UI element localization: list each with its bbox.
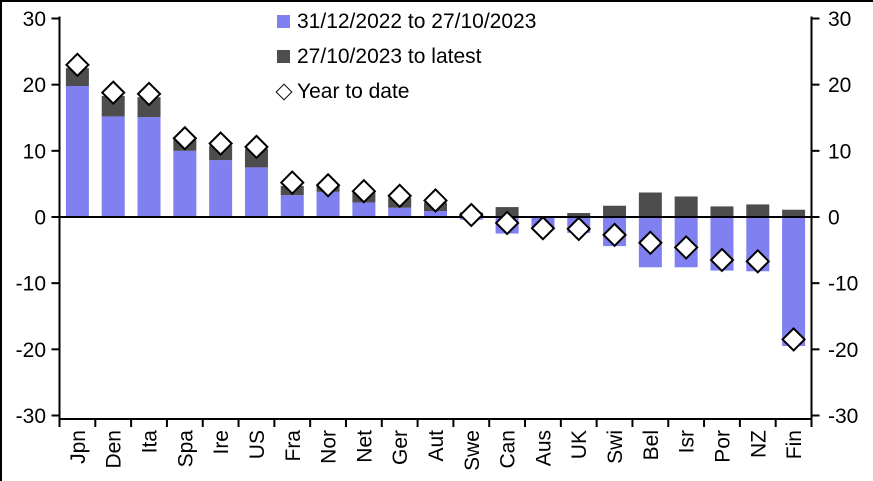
- legend-item-ytd: Year to date: [275, 74, 536, 109]
- ytd-marker-Aut: [423, 188, 448, 213]
- y-label-right-30: 30: [828, 8, 851, 31]
- x-label-Por: Por: [711, 430, 734, 463]
- x-label-Fin: Fin: [783, 430, 806, 459]
- bar-period2-Por: [710, 206, 734, 217]
- ytd-marker-Den: [100, 80, 126, 106]
- y-label-left--20: -20: [16, 339, 46, 362]
- ytd-marker-Bel: [637, 230, 663, 256]
- ytd-marker-Swe: [458, 202, 484, 228]
- x-label-Can: Can: [497, 430, 520, 469]
- x-label-Fra: Fra: [282, 430, 305, 462]
- bar-period1-Ita: [137, 117, 161, 217]
- x-label-Net: Net: [353, 430, 376, 463]
- legend-item-period1: 31/12/2022 to 27/10/2023: [276, 4, 536, 39]
- bar-period2-Ita: [137, 97, 161, 118]
- ytd-marker-Swi: [602, 222, 627, 248]
- ytd-marker-UK: [566, 216, 592, 242]
- ytd-marker-Net: [351, 178, 377, 204]
- bar-period2-Den: [101, 95, 125, 117]
- y-label-left--30: -30: [16, 405, 46, 428]
- bar-period2-Swi: [603, 205, 627, 217]
- ytd-diamond-icon: [275, 83, 292, 100]
- period2-swatch-icon: [277, 50, 290, 63]
- bar-period1-Fra: [280, 195, 304, 217]
- bar-period2-Bel: [638, 192, 662, 217]
- ytd-marker-Ita: [136, 81, 162, 107]
- axes-layer: [51, 16, 820, 427]
- legend-label-period1: 31/12/2022 to 27/10/2023: [297, 9, 537, 33]
- x-label-Spa: Spa: [174, 430, 197, 468]
- y-label-left-30: 30: [23, 8, 46, 31]
- y-label-left--10: -10: [16, 273, 46, 296]
- ytd-marker-Jpn: [64, 52, 90, 78]
- x-label-Swi: Swi: [604, 430, 627, 464]
- x-label-US: US: [246, 430, 269, 459]
- y-label-right--10: -10: [828, 273, 858, 296]
- y-label-right-20: 20: [828, 74, 851, 97]
- y-label-left-20: 20: [23, 74, 46, 97]
- y-label-left-0: 0: [34, 207, 46, 230]
- bar-period2-NZ: [746, 204, 770, 217]
- bar-period1-US: [244, 167, 268, 217]
- ytd-marker-Por: [709, 247, 735, 273]
- markers-layer: [64, 52, 807, 352]
- legend-swatch-box: [275, 83, 292, 100]
- y-label-right-10: 10: [828, 140, 851, 163]
- ytd-marker-Ger: [387, 183, 413, 209]
- x-label-Bel: Bel: [640, 430, 663, 460]
- legend-swatch-box: [276, 49, 291, 64]
- ytd-marker-Spa: [172, 125, 198, 151]
- bar-period2-Fin: [782, 209, 806, 217]
- ytd-marker-Can: [494, 210, 520, 236]
- ytd-marker-Fra: [279, 170, 305, 196]
- bar-period1-Net: [352, 202, 376, 217]
- x-label-Aut: Aut: [425, 430, 448, 462]
- x-label-Ger: Ger: [389, 430, 412, 465]
- bar-period1-Spa: [173, 150, 197, 217]
- ytd-marker-Aus: [530, 215, 556, 241]
- ytd-marker-Isr: [673, 235, 699, 260]
- ytd-marker-US: [244, 134, 269, 160]
- x-label-Ita: Ita: [139, 430, 162, 454]
- x-label-UK: UK: [568, 430, 591, 459]
- x-label-Isr: Isr: [676, 430, 699, 453]
- x-label-Den: Den: [103, 430, 126, 469]
- x-label-Jpn: Jpn: [67, 430, 90, 464]
- period1-swatch-icon: [277, 15, 290, 28]
- legend: 31/12/2022 to 27/10/2023 27/10/2023 to l…: [275, 4, 536, 109]
- bar-period1-Fin: [782, 217, 806, 347]
- legend-item-period2: 27/10/2023 to latest: [276, 39, 536, 74]
- bar-period1-Ire: [209, 160, 233, 217]
- y-label-right-0: 0: [828, 207, 840, 230]
- x-label-NZ: NZ: [747, 430, 770, 458]
- x-label-Nor: Nor: [318, 430, 341, 464]
- ytd-marker-Ire: [208, 131, 234, 156]
- legend-label-ytd: Year to date: [297, 79, 410, 103]
- legend-label-period2: 27/10/2023 to latest: [297, 44, 482, 68]
- bar-period2-UK: [567, 213, 591, 217]
- bar-period1-Nor: [316, 191, 340, 217]
- legend-swatch-box: [276, 14, 291, 29]
- ytd-marker-NZ: [745, 248, 771, 274]
- ytd-marker-Fin: [781, 326, 807, 352]
- bar-period1-Den: [101, 116, 125, 217]
- y-label-right--20: -20: [828, 339, 858, 362]
- ytd-marker-Nor: [315, 172, 341, 198]
- x-label-Aus: Aus: [532, 430, 555, 466]
- bar-period1-Ger: [388, 207, 412, 217]
- bar-period2-Isr: [674, 196, 698, 217]
- x-label-Ire: Ire: [210, 430, 233, 455]
- bar-period1-Aut: [424, 211, 447, 217]
- bar-period1-Jpn: [65, 85, 89, 217]
- x-label-Swe: Swe: [461, 430, 484, 471]
- y-label-right--30: -30: [828, 405, 858, 428]
- y-label-left-10: 10: [23, 140, 46, 163]
- axis-labels-layer: 30 30 20 20 10 10 0 0 -10 -10 -20 -20 -30 -30 Jpn Den It…: [16, 8, 859, 471]
